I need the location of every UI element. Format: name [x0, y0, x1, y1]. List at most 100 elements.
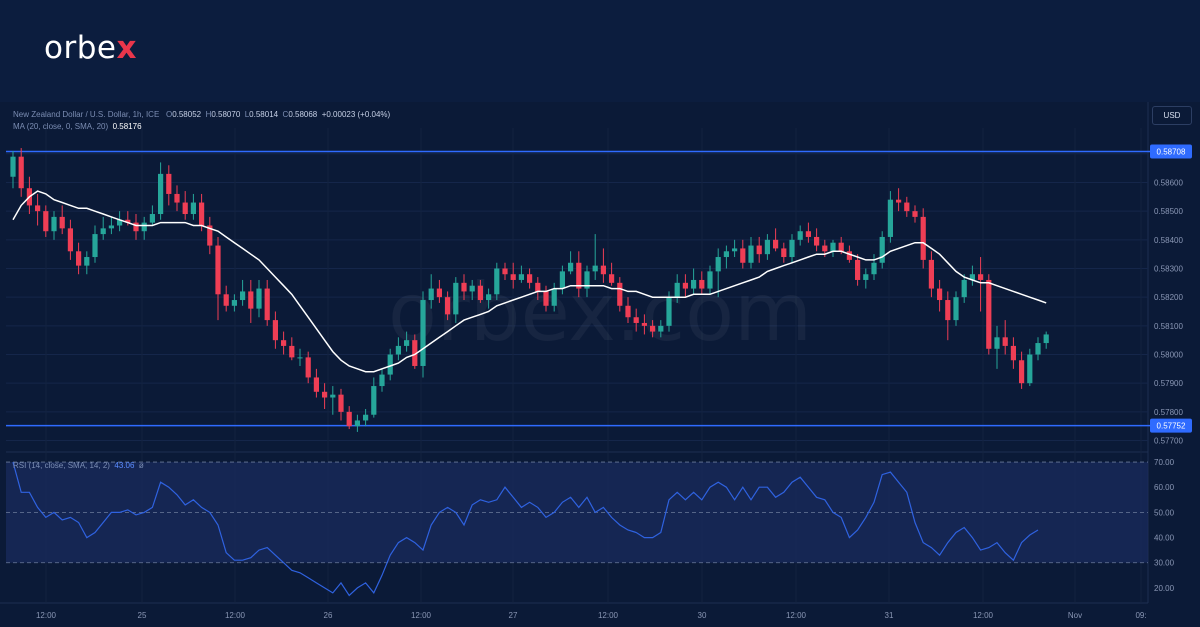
candle: [805, 222, 811, 243]
candle: [510, 262, 516, 289]
candle: [108, 216, 114, 235]
rsi-tick-label: 60.00: [1154, 483, 1175, 492]
price-tick-label: 0.58300: [1154, 264, 1183, 273]
price-chart[interactable]: orbex.com 0.587000.586000.585000.584000.…: [0, 102, 1200, 627]
time-tick-label: 09:: [1135, 611, 1146, 620]
candle: [240, 279, 246, 306]
candle: [190, 193, 196, 220]
candle: [797, 225, 803, 246]
candle: [748, 236, 754, 269]
time-tick-label: 12:00: [36, 611, 57, 620]
candle: [281, 331, 287, 355]
candle-body: [494, 268, 500, 295]
candle-body: [535, 282, 541, 292]
candle: [35, 193, 41, 226]
change-value: +0.00023 (+0.04%): [321, 110, 391, 119]
candle-body: [707, 271, 713, 289]
price-tick-label: 0.58400: [1154, 236, 1183, 245]
candle-body: [945, 300, 951, 321]
candle-body: [469, 285, 475, 292]
candle-body: [141, 222, 147, 232]
candle-body: [10, 156, 16, 177]
candle: [1043, 331, 1049, 349]
level-price-label: 0.58708: [1157, 148, 1186, 157]
time-tick-label: 27: [509, 611, 518, 620]
candle-body: [748, 245, 754, 263]
candle: [559, 265, 565, 295]
candle: [551, 282, 557, 312]
candle: [330, 386, 336, 415]
high-label: H: [205, 110, 212, 119]
candle-body: [43, 211, 49, 232]
time-tick-label: 25: [138, 611, 147, 620]
candle-body: [453, 282, 459, 315]
level-price-label: 0.57752: [1157, 422, 1186, 431]
candle: [650, 320, 656, 338]
candle-body: [666, 297, 672, 326]
candle: [707, 265, 713, 295]
candle-body: [732, 248, 738, 252]
candle: [248, 279, 254, 323]
rsi-tick-label: 20.00: [1154, 584, 1175, 593]
candle-body: [84, 257, 90, 266]
candle-body: [658, 325, 664, 332]
currency-button[interactable]: USD: [1152, 106, 1192, 125]
candle-body: [682, 282, 688, 289]
candle-body: [617, 282, 623, 306]
candle: [756, 236, 762, 263]
candle-body: [387, 354, 393, 375]
rsi-tick-label: 50.00: [1154, 508, 1175, 517]
candle-body: [305, 357, 311, 378]
candle-body: [551, 288, 557, 306]
candle-body: [863, 274, 869, 280]
rsi-extra: ø: [138, 461, 144, 470]
candle-body: [436, 288, 442, 298]
rsi-legend[interactable]: RSI (14, close, SMA, 14, 2) 43.06 ø: [13, 461, 144, 470]
candle-body: [699, 279, 705, 289]
candle: [543, 285, 549, 312]
candle-body: [1019, 360, 1025, 384]
price-tick-label: 0.57700: [1154, 437, 1183, 446]
high-value: 0.58070: [211, 110, 241, 119]
candle-body: [781, 248, 787, 258]
candle: [1002, 320, 1008, 355]
candle: [469, 279, 475, 301]
candle-body: [764, 239, 770, 255]
candle: [412, 334, 418, 369]
ma-legend[interactable]: MA (20, close, 0, SMA, 20) 0.58176: [13, 122, 142, 131]
candle: [658, 320, 664, 338]
candle: [420, 291, 426, 378]
candle-body: [543, 291, 549, 306]
candle: [1010, 337, 1016, 369]
candle-body: [477, 285, 483, 301]
candle-body: [625, 305, 631, 318]
candle-body: [650, 325, 656, 332]
candle-body: [920, 216, 926, 260]
candle: [158, 162, 164, 220]
candle: [879, 231, 885, 269]
candle-body: [994, 337, 1000, 349]
time-tick-label: 12:00: [973, 611, 994, 620]
candle: [486, 288, 492, 309]
candle-body: [822, 245, 828, 252]
candle: [584, 265, 590, 298]
candle-body: [338, 394, 344, 412]
time-tick-label: 31: [885, 611, 894, 620]
candle: [937, 279, 943, 312]
candle: [732, 239, 738, 258]
candle-body: [125, 219, 131, 223]
ma-value: 0.58176: [112, 122, 142, 131]
candle-body: [92, 234, 98, 258]
candle: [1035, 337, 1041, 361]
candle-body: [953, 297, 959, 321]
candle-body: [961, 279, 967, 298]
candle-body: [395, 345, 401, 355]
time-tick-label: 30: [698, 611, 707, 620]
time-tick-label: 12:00: [225, 611, 246, 620]
candle: [855, 254, 861, 286]
time-tick-label: 26: [324, 611, 333, 620]
candle: [773, 228, 779, 252]
candle-body: [715, 257, 721, 272]
candle-body: [486, 294, 492, 301]
low-value: 0.58014: [249, 110, 279, 119]
